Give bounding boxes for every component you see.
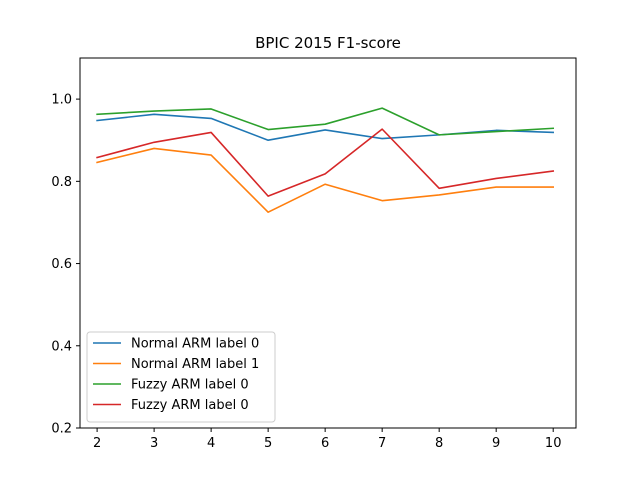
y-tick-label: 1.0 (51, 93, 72, 108)
x-tick-label: 4 (207, 436, 215, 451)
x-tick-label: 7 (378, 436, 386, 451)
y-tick-label: 0.6 (51, 257, 72, 272)
legend-label-1: Normal ARM label 0 (131, 337, 259, 352)
y-tick-label: 0.2 (51, 422, 72, 437)
plot-frame (79, 57, 577, 429)
legend: Normal ARM label 0 Normal ARM label 1 Fuzz… (86, 331, 276, 423)
x-tick-label: 3 (150, 436, 158, 451)
x-tick-label: 5 (264, 436, 272, 451)
x-tick-label: 10 (545, 436, 562, 451)
series-line-3 (96, 107, 555, 136)
legend-label-2: Normal ARM label 1 (131, 357, 259, 372)
legend-label-3: Fuzzy ARM label 0 (131, 378, 249, 393)
chart-title: BPIC 2015 F1-score (255, 34, 401, 52)
y-tick-label: 0.4 (51, 339, 72, 354)
legend-label-4: Fuzzy ARM label 0 (131, 398, 249, 413)
axes: 2 3 4 5 6 7 8 9 10 0.2 0.4 0.6 0.8 1.0 (51, 57, 577, 451)
x-tick-label: 6 (321, 436, 329, 451)
x-tick-label: 8 (435, 436, 443, 451)
series-lines (96, 107, 555, 213)
series-line-4 (96, 128, 555, 197)
y-tick-label: 0.8 (51, 175, 72, 190)
series-line-1 (96, 113, 555, 142)
legend-box (86, 331, 276, 423)
x-tick-label: 9 (492, 436, 500, 451)
series-line-2 (96, 147, 555, 213)
x-tick-label: 2 (93, 436, 101, 451)
